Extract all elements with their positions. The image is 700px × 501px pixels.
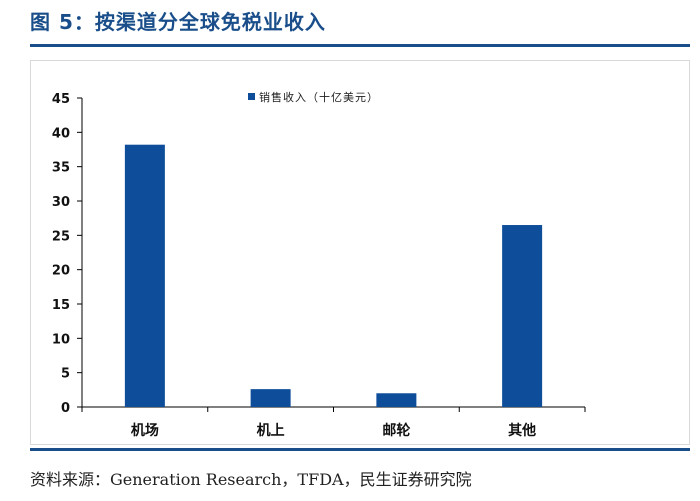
y-tick-label: 20 <box>52 264 70 279</box>
y-tick-label: 0 <box>61 401 70 416</box>
y-tick-label: 35 <box>52 161 70 176</box>
legend-label: 销售收入（十亿美元） <box>259 90 379 104</box>
y-tick-label: 10 <box>52 332 70 347</box>
bar-机场 <box>124 144 165 407</box>
y-tick-label: 15 <box>52 298 70 313</box>
x-category-label: 邮轮 <box>382 422 410 439</box>
y-tick-label: 40 <box>52 126 70 141</box>
y-tick-label: 5 <box>61 367 70 382</box>
legend-swatch <box>248 93 255 100</box>
bar-其他 <box>502 225 543 407</box>
y-tick-label: 45 <box>52 92 70 107</box>
x-category-label: 机场 <box>131 422 159 439</box>
bottom-divider <box>30 448 690 451</box>
x-category-label: 机上 <box>257 422 285 439</box>
x-category-label: 其他 <box>508 422 536 439</box>
y-tick-label: 30 <box>52 195 70 210</box>
source-note: 资料来源：Generation Research，TFDA，民生证券研究院 <box>30 470 472 489</box>
bar-邮轮 <box>376 393 417 407</box>
y-tick-label: 25 <box>52 229 70 244</box>
bar-机上 <box>250 389 291 407</box>
title-divider <box>30 44 690 47</box>
chart-frame <box>30 60 690 445</box>
figure-title: 图 5：按渠道分全球免税业收入 <box>30 10 326 34</box>
